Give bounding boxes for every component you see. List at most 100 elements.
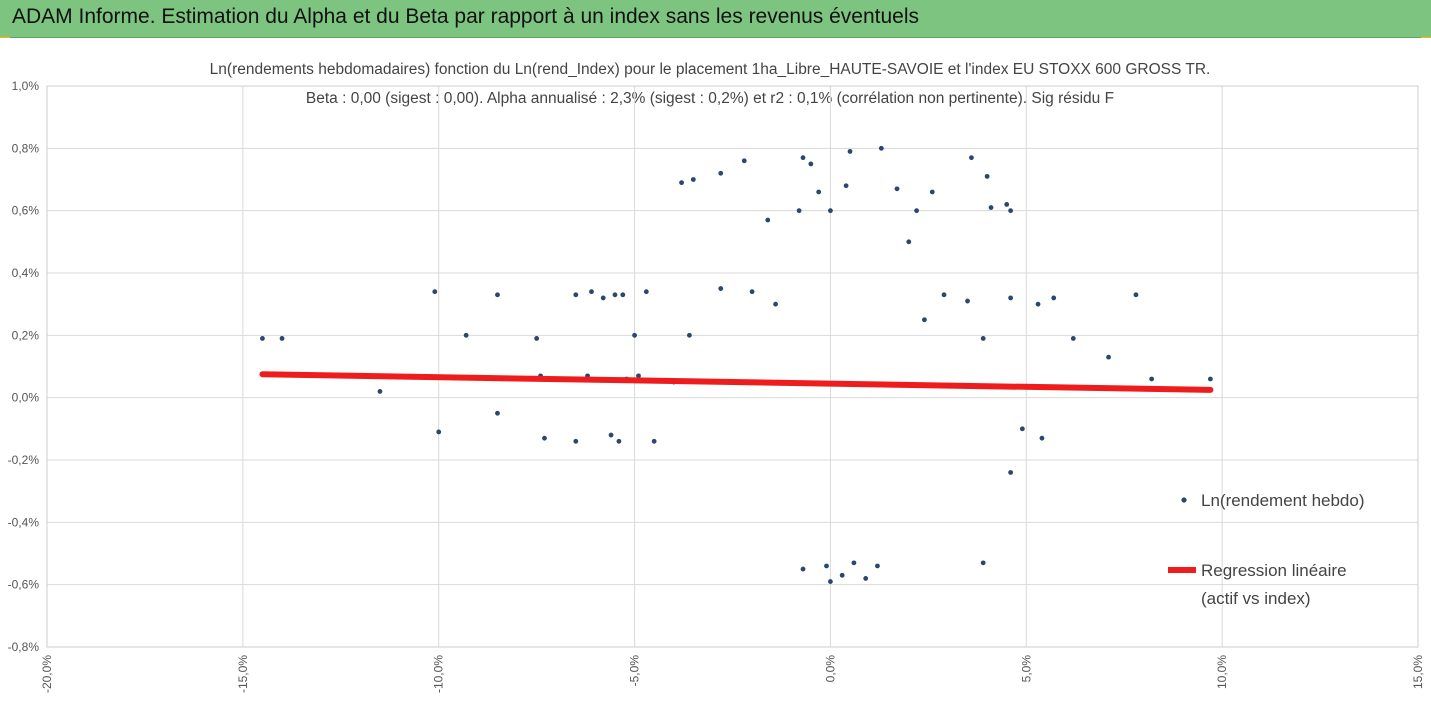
- x-tick-label: 10,0%: [1215, 655, 1229, 689]
- data-point: [1207, 376, 1213, 382]
- data-point: [1035, 301, 1041, 307]
- y-tick-label: -0,4%: [8, 515, 40, 529]
- x-tick-label: -5,0%: [628, 655, 642, 687]
- data-point: [612, 292, 618, 298]
- data-point: [687, 332, 692, 338]
- data-point: [718, 286, 724, 291]
- data-point: [969, 155, 974, 161]
- data-point: [1149, 376, 1155, 382]
- data-point: [573, 292, 579, 298]
- data-point: [432, 289, 438, 295]
- data-point: [600, 295, 606, 301]
- data-point: [542, 435, 547, 441]
- report-header: ADAM Informe. Estimation du Alpha et du …: [0, 0, 1431, 38]
- grid: [46, 85, 1419, 648]
- data-point: [749, 289, 755, 295]
- data-point: [643, 289, 649, 295]
- data-point: [651, 438, 657, 444]
- x-axis: -20,0% -15,0% -10,0% -5,0% 0,0% 5,0% 10,0% 15,0…: [40, 655, 1425, 693]
- y-tick-label: 0,0%: [12, 391, 40, 405]
- data-point: [1019, 426, 1025, 432]
- data-point: [878, 145, 884, 151]
- regression-line: [259, 371, 1214, 393]
- data-point: [843, 183, 849, 189]
- y-tick-label: 0,4%: [12, 266, 40, 280]
- data-point: [980, 336, 986, 341]
- legend: Ln(rendement hebdo) Regression linéaire (a…: [1168, 491, 1365, 608]
- x-tick-label: -15,0%: [236, 655, 250, 693]
- legend-label-line: Regression linéaire (actif vs index): [1201, 561, 1347, 608]
- data-point: [765, 217, 771, 223]
- y-tick-label: -0,6%: [8, 578, 40, 592]
- regression: [259, 371, 1214, 393]
- data-point: [800, 155, 806, 161]
- data-point: [839, 572, 845, 578]
- data-point: [906, 239, 912, 245]
- data-point: [1051, 295, 1057, 301]
- data-point: [1070, 336, 1076, 341]
- data-point: [851, 560, 857, 566]
- x-tick-label: -20,0%: [40, 655, 54, 693]
- y-tick-label: -0,2%: [8, 453, 40, 467]
- x-tick-label: -10,0%: [432, 655, 446, 693]
- data-point: [1008, 208, 1014, 214]
- data-point: [773, 301, 778, 307]
- data-point: [636, 373, 641, 379]
- scatter-chart: Ln(rendements hebdomadaires) fonction du…: [0, 38, 1431, 722]
- data-point: [495, 292, 500, 298]
- data-point: [828, 208, 833, 214]
- data-point: [1004, 202, 1010, 207]
- data-point: [894, 186, 900, 192]
- report-title: ADAM Informe. Estimation du Alpha et du …: [12, 5, 920, 28]
- data-point: [875, 563, 880, 569]
- data-point: [741, 158, 747, 164]
- legend-label-points: Ln(rendement hebdo): [1201, 491, 1365, 510]
- y-tick-label: -0,8%: [8, 640, 40, 654]
- data-point: [1039, 435, 1045, 441]
- data-point: [260, 336, 265, 341]
- data-point: [824, 563, 829, 569]
- data-point: [616, 438, 622, 444]
- data-point: [796, 208, 802, 214]
- data-point: [573, 438, 579, 444]
- data-point: [690, 177, 696, 182]
- y-tick-label: 0,6%: [12, 204, 40, 218]
- x-tick-label: 0,0%: [823, 655, 837, 683]
- data-point: [988, 205, 994, 210]
- chart-subtitle: Beta : 0,00 (sigest : 0,00). Alpha annua…: [306, 90, 1114, 107]
- data-point: [980, 560, 986, 566]
- data-point: [608, 432, 614, 438]
- data-point: [718, 170, 724, 176]
- y-tick-label: 0,2%: [12, 328, 40, 342]
- data-point: [863, 576, 869, 581]
- data-point: [800, 566, 806, 572]
- y-tick-label: 1,0%: [12, 79, 40, 93]
- data-point: [929, 189, 935, 195]
- chart-title: Ln(rendements hebdomadaires) fonction du…: [210, 61, 1211, 78]
- data-point: [914, 208, 920, 214]
- data-point: [1133, 292, 1139, 298]
- data-point: [816, 189, 822, 195]
- y-tick-label: 0,8%: [12, 141, 40, 155]
- data-point: [377, 389, 383, 394]
- data-point: [495, 410, 500, 416]
- data-point: [984, 173, 990, 179]
- data-point: [620, 292, 626, 298]
- x-tick-label: 15,0%: [1411, 655, 1425, 689]
- data-point: [828, 579, 833, 584]
- data-point: [534, 336, 540, 341]
- data-point: [679, 180, 684, 186]
- x-tick-label: 5,0%: [1019, 655, 1033, 683]
- data-point: [589, 289, 594, 295]
- data-point: [922, 317, 927, 323]
- legend-marker-points: [1181, 497, 1187, 503]
- data-point: [1008, 470, 1014, 475]
- data-point: [1106, 354, 1111, 360]
- data-point: [279, 336, 285, 341]
- plot-border: [46, 85, 1419, 648]
- data-point: [808, 161, 814, 167]
- data-point: [965, 298, 970, 304]
- data-point: [632, 332, 637, 338]
- data-point: [847, 149, 853, 154]
- y-axis: 1,0% 0,8% 0,6% 0,4% 0,2% 0,0% -0,2% -0,4% -0,6% -…: [8, 79, 40, 654]
